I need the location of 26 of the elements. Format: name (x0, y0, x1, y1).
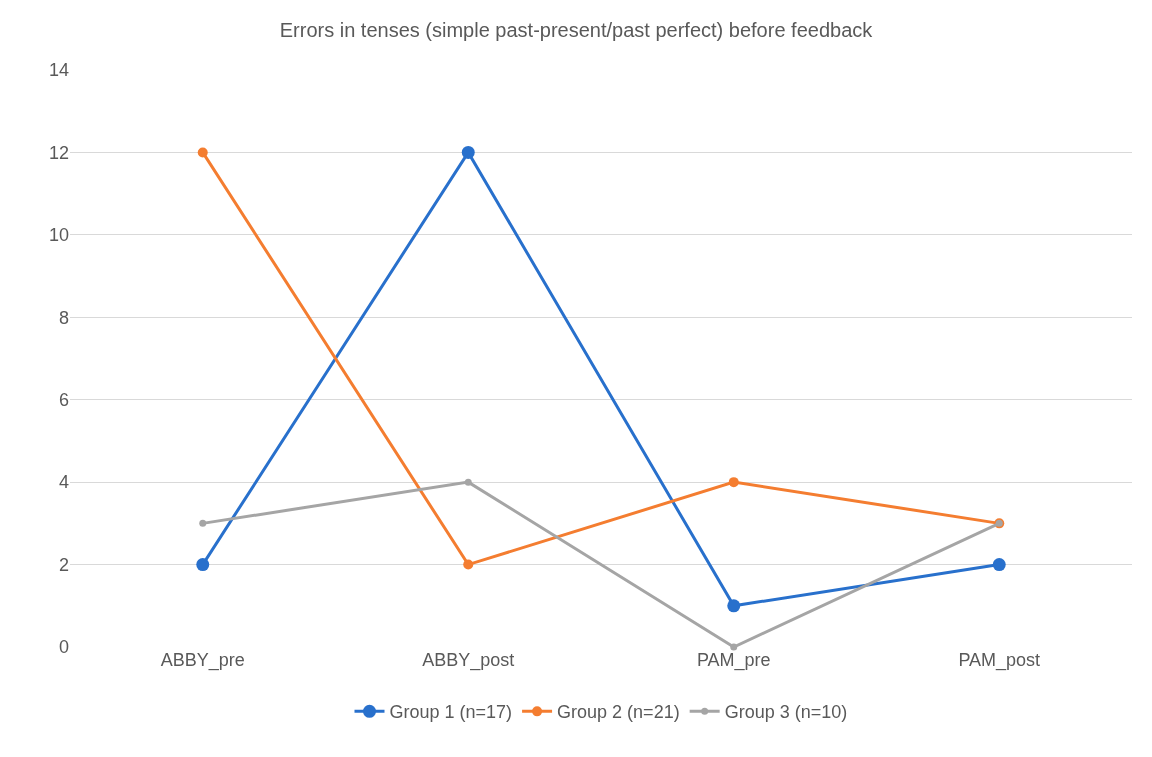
point (461, 145, 475, 159)
x-tick-label: PAM_post (958, 650, 1041, 671)
legend-label: Group 2 (n=21) (557, 702, 680, 723)
y-tick-label: 10 (48, 225, 69, 246)
point (728, 477, 739, 488)
legend-label: Group 1 (n=17) (389, 702, 513, 723)
y-tick-label: 14 (48, 60, 69, 81)
point (199, 519, 207, 527)
point (197, 147, 208, 158)
chart-title: Errors in tenses (simple past-present/past perfect) before feedback (279, 18, 874, 41)
point (196, 558, 210, 572)
y-tick-label: 12 (48, 142, 69, 163)
legend-label: Group 3 (n=10) (724, 702, 848, 723)
point (730, 643, 738, 651)
y-tick-label: 0 (58, 637, 69, 658)
x-tick-label: PAM_pre (696, 650, 771, 671)
x-tick-label: ABBY_pre (160, 650, 245, 671)
point (992, 558, 1006, 572)
point (464, 478, 472, 486)
point (463, 559, 474, 570)
y-tick-label: 2 (58, 554, 69, 575)
y-tick-label: 6 (58, 390, 69, 411)
y-tick-label: 8 (58, 307, 69, 328)
y-tick-label: 4 (58, 472, 69, 493)
point (727, 599, 741, 613)
x-tick-label: ABBY_post (422, 650, 515, 671)
